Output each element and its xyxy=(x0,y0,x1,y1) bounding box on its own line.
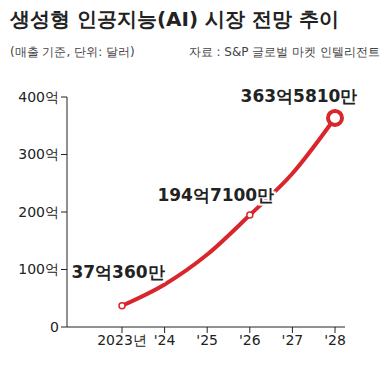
svg-text:0: 0 xyxy=(50,319,59,335)
svg-text:2023년: 2023년 xyxy=(97,332,147,348)
svg-text:300억: 300억 xyxy=(18,146,59,162)
svg-text:'25: '25 xyxy=(196,332,218,348)
svg-text:'24: '24 xyxy=(154,332,176,348)
svg-text:'28: '28 xyxy=(324,332,346,348)
html-text:생성형 인공지능(AI) 시장 전망 추이: 생성형 인공지능(AI) 시장 전망 추이 xyxy=(10,7,340,31)
svg-text:'26: '26 xyxy=(239,332,261,348)
svg-text:400억: 400억 xyxy=(18,89,59,105)
svg-text:100억: 100억 xyxy=(18,261,59,277)
svg-text:363억5810만: 363억5810만 xyxy=(241,86,358,106)
svg-text:200억: 200억 xyxy=(18,204,59,220)
svg-text:194억7100만: 194억7100만 xyxy=(157,185,274,205)
html-text:(매출 기준, 단위: 달러): (매출 기준, 단위: 달러) xyxy=(10,45,135,59)
html-text:자료 : S&P 글로벌 마켓 인텔리전트: 자료 : S&P 글로벌 마켓 인텔리전트 xyxy=(188,45,380,59)
svg-text:37억360만: 37억360만 xyxy=(71,262,164,282)
svg-text:'27: '27 xyxy=(282,332,304,348)
